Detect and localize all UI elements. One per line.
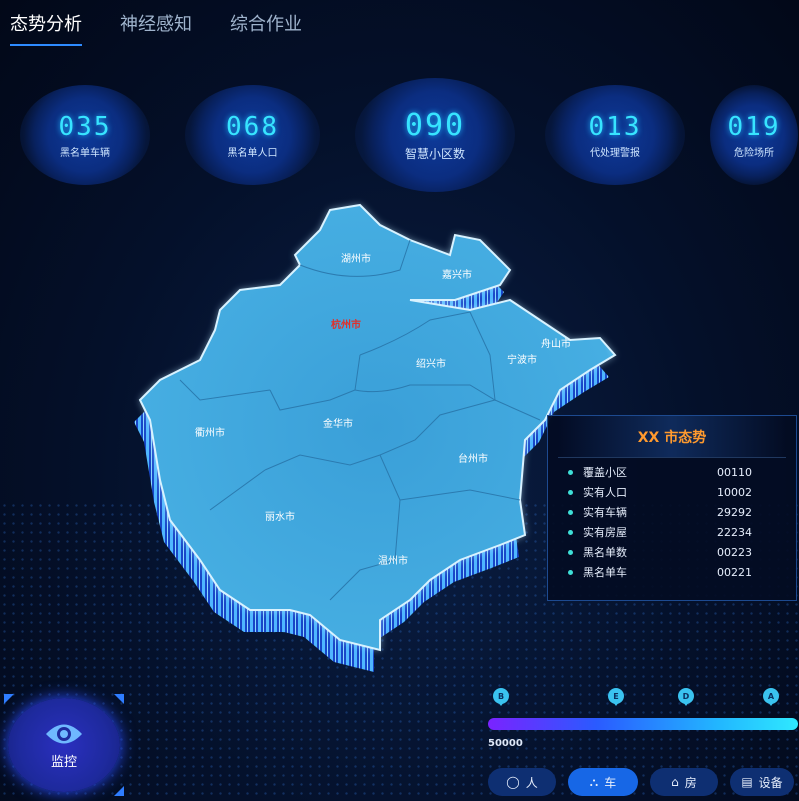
stat-circles: 035 黑名单车辆 068 黑名单人口 090 智慧小区数 013 代处理警报 019 危…	[0, 78, 799, 192]
bullet-icon	[568, 529, 573, 535]
stat-value: 068	[226, 111, 279, 142]
panel-row: 黑名单车 00221	[548, 562, 796, 582]
device-icon: ▤	[741, 775, 753, 789]
stat-dangerous-places: 019 危险场所	[710, 85, 798, 185]
stat-label: 黑名单人口	[227, 147, 278, 159]
bullet-icon	[568, 549, 573, 555]
stat-label: 黑名单车辆	[60, 147, 110, 159]
row-label: 实有人口	[583, 486, 627, 499]
stat-label: 代处理警报	[590, 147, 640, 159]
stat-value: 019	[727, 111, 781, 142]
city-label-zhoushan[interactable]: 舟山市	[541, 337, 571, 350]
bullet-icon	[568, 509, 573, 515]
filter-label: 车	[604, 775, 617, 790]
row-value: 22234	[717, 525, 752, 539]
row-label: 黑名单数	[583, 546, 627, 559]
map-surface	[138, 203, 617, 652]
corner-marker	[4, 694, 14, 704]
panel-row: 实有房屋 22234	[548, 522, 796, 542]
city-label-hangzhou[interactable]: 杭州市	[331, 318, 361, 331]
row-label: 黑名单车	[583, 566, 627, 579]
filter-buttons: ◯ 人 ⛬ 车 ⌂ 房 ▤ 设备	[488, 768, 794, 796]
city-situation-panel: XX 市态势 覆盖小区 00110 实有人口 10002 实有车辆 29292 实有房…	[547, 415, 797, 601]
tab-neural-perception[interactable]: 神经感知	[120, 14, 192, 35]
stat-value: 035	[58, 111, 112, 142]
top-tabs: 态势分析 神经感知 综合作业	[10, 10, 302, 46]
tab-situation-analysis[interactable]: 态势分析	[10, 10, 82, 46]
filter-device-button[interactable]: ▤ 设备	[730, 768, 794, 796]
stat-pending-alerts: 013 代处理警报	[545, 85, 685, 185]
corner-marker	[114, 694, 124, 704]
city-label-ningbo[interactable]: 宁波市	[507, 353, 537, 366]
stat-blacklist-vehicles: 035 黑名单车辆	[20, 85, 150, 185]
timeline-marker-b[interactable]: B	[493, 688, 509, 706]
timeline-marker-d[interactable]: D	[678, 688, 694, 706]
stat-label: 智慧小区数	[404, 147, 465, 161]
city-label-lishui[interactable]: 丽水市	[265, 510, 295, 523]
row-label: 覆盖小区	[583, 466, 627, 479]
stat-value: 013	[588, 111, 642, 142]
panel-row: 实有车辆 29292	[548, 502, 796, 522]
row-value: 00110	[717, 465, 752, 479]
house-icon: ⌂	[671, 775, 679, 789]
row-label: 实有车辆	[583, 506, 627, 519]
panel-row: 覆盖小区 00110	[548, 462, 796, 482]
filter-car-button[interactable]: ⛬ 车	[568, 768, 638, 796]
city-label-taizhou[interactable]: 台州市	[458, 452, 488, 465]
corner-marker	[114, 786, 124, 796]
timeline-marker-a[interactable]: A	[763, 688, 779, 706]
row-value: 00221	[717, 565, 752, 579]
panel-row: 实有人口 10002	[548, 482, 796, 502]
panel-title: XX 市态势	[558, 416, 786, 458]
filter-label: 人	[525, 775, 538, 790]
bullet-icon	[568, 489, 573, 495]
stat-label: 危险场所	[734, 147, 774, 159]
tab-integrated-operations[interactable]: 综合作业	[230, 14, 302, 35]
city-label-shaoxing[interactable]: 绍兴市	[416, 357, 446, 370]
filter-label: 设备	[758, 775, 783, 790]
row-label: 实有房屋	[583, 526, 627, 539]
timeline: B E D A 50000	[488, 688, 798, 752]
bullet-icon	[568, 469, 573, 475]
timeline-marker-e[interactable]: E	[608, 688, 624, 706]
stat-blacklist-population: 068 黑名单人口	[185, 85, 320, 185]
filter-person-button[interactable]: ◯ 人	[488, 768, 556, 796]
eye-icon	[46, 724, 82, 743]
city-label-jinhua[interactable]: 金华市	[323, 417, 353, 430]
car-icon: ⛬	[589, 774, 599, 789]
stat-smart-communities: 090 智慧小区数	[355, 78, 515, 192]
monitor-button[interactable]: 监控	[8, 698, 120, 792]
timeline-slider[interactable]	[488, 718, 798, 730]
row-value: 29292	[717, 505, 752, 519]
panel-row: 黑名单数 00223	[548, 542, 796, 562]
person-icon: ◯	[506, 775, 520, 789]
city-label-jiaxing[interactable]: 嘉兴市	[442, 268, 472, 281]
monitor-label: 监控	[50, 754, 77, 770]
timeline-value: 50000	[488, 738, 523, 749]
city-borders	[179, 239, 541, 601]
city-label-wenzhou[interactable]: 温州市	[378, 554, 408, 567]
city-label-quzhou[interactable]: 衢州市	[195, 426, 225, 439]
filter-house-button[interactable]: ⌂ 房	[650, 768, 718, 796]
row-value: 10002	[717, 485, 752, 499]
row-value: 00223	[717, 545, 752, 559]
bullet-icon	[568, 569, 573, 575]
filter-label: 房	[684, 775, 697, 790]
city-labels: 湖州市 嘉兴市 杭州市 舟山市 绍兴市 宁波市 衢州市 金华市 台州市 丽水市 …	[195, 252, 571, 567]
stat-value: 090	[404, 108, 466, 143]
city-label-huzhou[interactable]: 湖州市	[341, 252, 371, 265]
